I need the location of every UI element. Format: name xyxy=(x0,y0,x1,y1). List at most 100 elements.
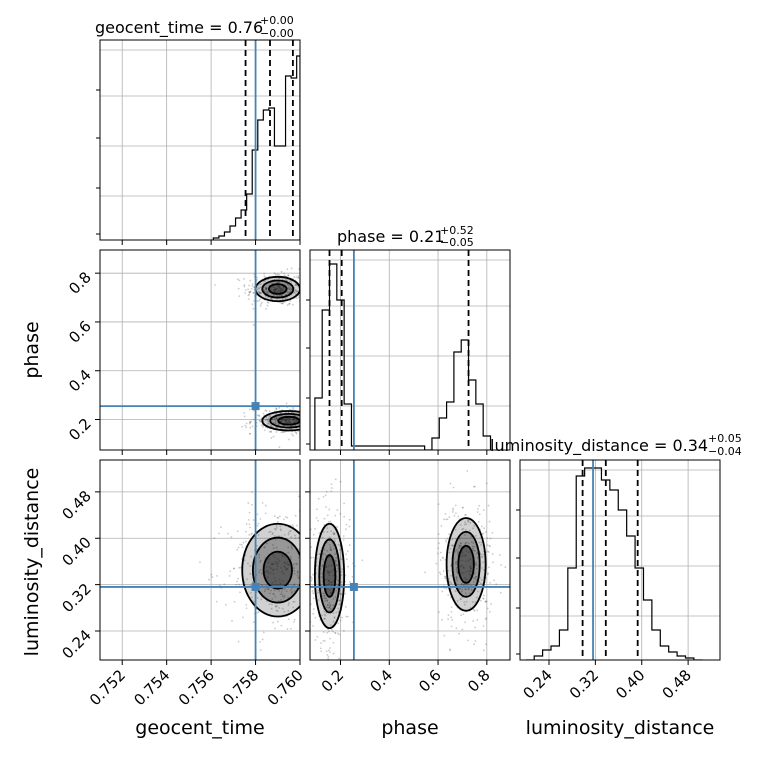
sample-point xyxy=(252,286,255,289)
sample-point xyxy=(475,575,478,578)
sample-point xyxy=(293,583,296,586)
sample-point xyxy=(265,287,268,290)
sample-point xyxy=(280,287,283,290)
sample-point xyxy=(344,592,346,595)
sample-point xyxy=(252,323,255,326)
sample-point xyxy=(293,589,296,592)
sample-point xyxy=(286,422,289,424)
contour-1-2 xyxy=(457,544,475,584)
sample-point xyxy=(289,285,292,288)
sample-point xyxy=(464,514,466,516)
title-geocent-time-main: geocent_time = 0.76 xyxy=(95,18,263,38)
sample-point xyxy=(455,568,458,571)
sample-point xyxy=(328,570,331,573)
sample-point xyxy=(265,288,268,291)
sample-point xyxy=(467,519,470,522)
sample-point xyxy=(443,518,445,521)
sample-point xyxy=(451,619,454,621)
sample-point xyxy=(263,272,266,275)
sample-point xyxy=(292,434,294,437)
sample-point xyxy=(280,535,283,538)
sample-point xyxy=(295,283,297,286)
sample-point xyxy=(469,606,472,609)
sample-point xyxy=(294,514,297,517)
sample-point xyxy=(321,536,324,539)
sample-point xyxy=(345,553,348,556)
sample-point xyxy=(271,298,273,301)
sample-point xyxy=(345,523,348,526)
sample-point xyxy=(337,632,339,635)
sample-point xyxy=(283,518,285,521)
sample-point xyxy=(270,282,273,284)
sample-point xyxy=(256,300,259,302)
xlabel-phase: phase xyxy=(381,717,438,739)
sample-point xyxy=(288,563,290,566)
sample-point xyxy=(249,526,251,529)
sample-point xyxy=(486,544,488,547)
sample-point xyxy=(469,565,471,568)
sample-point xyxy=(289,555,292,558)
sample-point xyxy=(458,588,461,591)
sample-point xyxy=(464,554,467,556)
sample-point xyxy=(281,418,284,421)
sample-point xyxy=(333,539,336,541)
sample-point xyxy=(465,578,468,581)
sample-point xyxy=(456,579,459,582)
sample-point xyxy=(323,517,326,520)
sample-point xyxy=(328,606,331,609)
density-fill-1-0 xyxy=(262,410,300,431)
sample-point xyxy=(290,546,293,549)
sample-point xyxy=(295,284,298,286)
sample-point xyxy=(476,567,478,570)
sample-point xyxy=(293,569,296,572)
sample-point xyxy=(332,598,335,600)
sample-point xyxy=(294,284,297,287)
sample-point xyxy=(282,297,284,300)
sample-point xyxy=(245,607,248,610)
sample-point xyxy=(275,286,278,289)
sample-point xyxy=(445,587,448,590)
sample-point xyxy=(275,407,278,410)
sample-point xyxy=(275,407,278,410)
sample-point xyxy=(328,574,331,577)
sample-point xyxy=(294,534,296,537)
sample-point xyxy=(473,485,475,488)
sample-point xyxy=(289,589,292,592)
sample-point xyxy=(330,629,333,631)
sample-point xyxy=(272,593,275,595)
sample-point xyxy=(465,560,468,563)
sample-point xyxy=(291,524,294,527)
sample-point xyxy=(464,534,467,536)
sample-point xyxy=(338,603,341,606)
sample-point xyxy=(459,565,462,568)
sample-point xyxy=(454,512,457,515)
sample-point xyxy=(460,614,463,617)
sample-point xyxy=(326,631,328,634)
sample-point xyxy=(450,574,452,577)
sample-point xyxy=(321,558,324,561)
sample-point xyxy=(286,304,289,307)
sample-point xyxy=(287,422,290,425)
sample-point xyxy=(233,600,236,603)
sample-point xyxy=(346,615,349,618)
sample-point xyxy=(455,566,458,569)
sample-point xyxy=(265,288,268,291)
sample-point xyxy=(272,621,274,624)
sample-point xyxy=(213,537,216,540)
sample-point xyxy=(281,555,284,558)
sample-point xyxy=(361,559,364,562)
sample-point xyxy=(462,566,465,569)
sample-point xyxy=(275,527,278,529)
sample-point xyxy=(287,533,290,536)
sample-point xyxy=(465,570,468,573)
sample-point xyxy=(324,640,326,642)
sample-point xyxy=(275,287,278,290)
sample-point xyxy=(238,566,241,569)
sample-point xyxy=(259,304,262,307)
sample-point xyxy=(330,587,333,590)
sample-point xyxy=(327,655,330,658)
sample-point xyxy=(266,587,268,590)
sample-point xyxy=(326,604,329,606)
sample-point xyxy=(504,566,507,568)
sample-point xyxy=(326,527,329,530)
